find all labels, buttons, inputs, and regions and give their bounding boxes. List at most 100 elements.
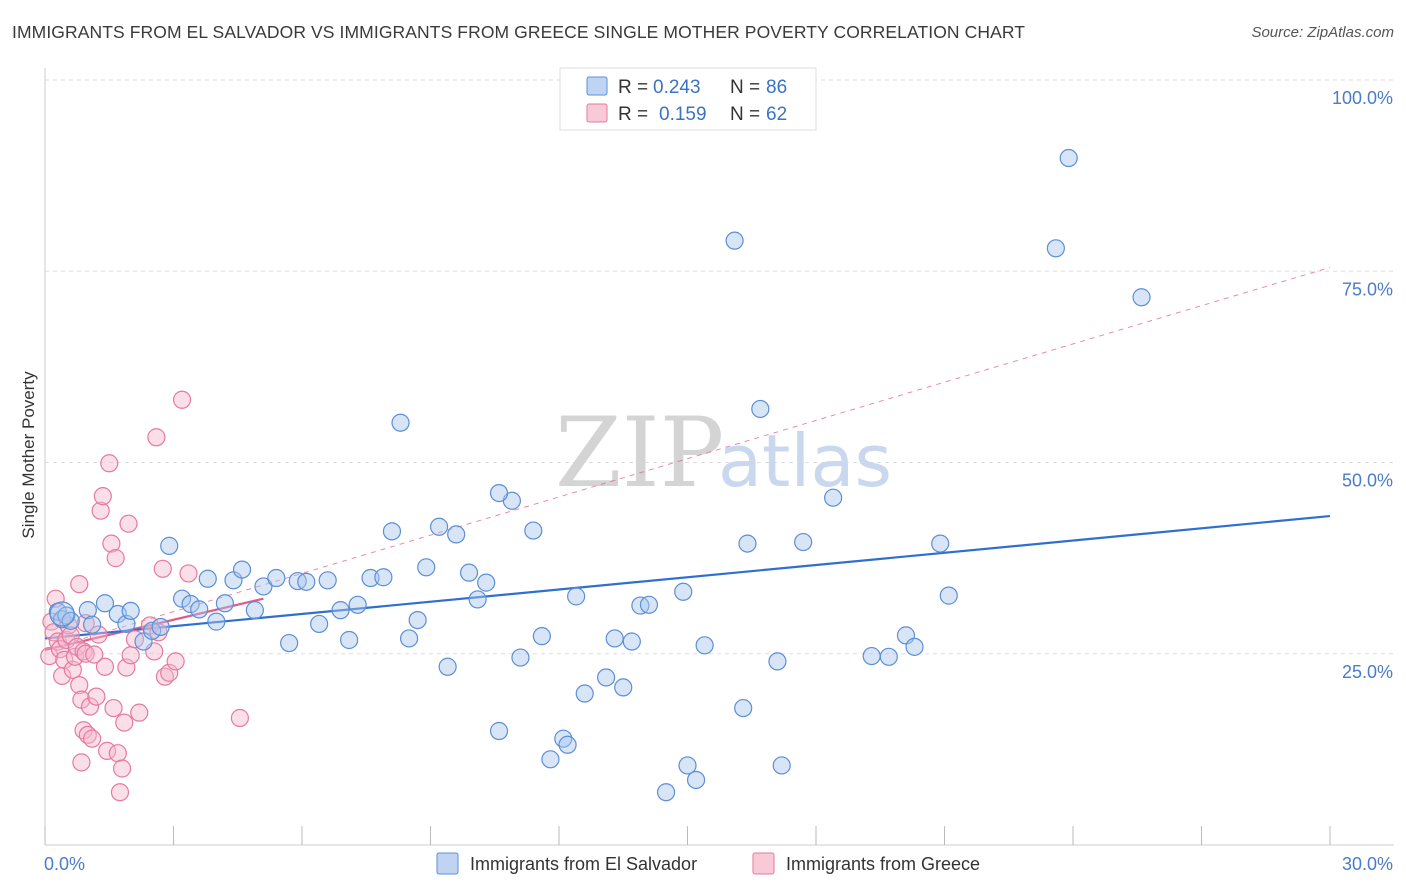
data-point-el-salvador (151, 617, 170, 637)
watermark-atlas: atlas (718, 419, 892, 503)
data-point-el-salvador (429, 517, 449, 536)
data-point-el-salvador (1132, 288, 1151, 307)
data-point-el-salvador (939, 586, 958, 605)
data-point-el-salvador (160, 536, 179, 555)
data-point-el-salvador (575, 684, 594, 703)
data-point-el-salvador (905, 637, 924, 656)
data-point-greece (104, 698, 123, 718)
data-point-greece (89, 625, 108, 644)
y-tick-label: 25.0% (1342, 662, 1393, 682)
x-tick-label: 30.0% (1342, 854, 1393, 874)
series-legend: Immigrants from El Salvador Immigrants f… (436, 852, 980, 875)
trend-line-greece (44, 597, 264, 651)
watermark-zip: ZIP (555, 397, 724, 509)
data-point-el-salvador (656, 783, 676, 802)
data-point-greece (108, 744, 127, 763)
data-point-el-salvador (447, 525, 466, 544)
data-point-el-salvador (399, 629, 419, 648)
data-point-el-salvador (459, 563, 479, 582)
data-point-greece (98, 741, 117, 761)
data-point-el-salvador (190, 600, 209, 619)
data-point-el-salvador (824, 488, 843, 507)
data-point-el-salvador (1059, 148, 1078, 168)
data-point-el-salvador (417, 558, 436, 577)
data-point-el-salvador (142, 621, 162, 640)
data-point-greece (53, 666, 72, 686)
data-point-greece (80, 697, 100, 716)
data-point-el-salvador (198, 569, 217, 588)
data-point-el-salvador (695, 636, 714, 655)
data-point-el-salvador (597, 668, 616, 687)
data-point-el-salvador (686, 770, 706, 790)
data-point-el-salvador (280, 633, 299, 653)
data-point-el-salvador (331, 601, 350, 620)
data-point-el-salvador (78, 601, 97, 620)
legend-swatch-greece (586, 103, 608, 123)
data-point-greece (61, 626, 80, 645)
data-point-el-salvador (340, 630, 359, 650)
data-point-el-salvador (622, 632, 641, 651)
data-point-el-salvador (674, 582, 693, 601)
data-point-greece (119, 514, 138, 533)
legend-r-label-2: R = (618, 104, 648, 125)
data-point-el-salvador (532, 627, 551, 646)
data-point-greece (160, 663, 179, 682)
data-point-greece (91, 501, 110, 520)
data-point-el-salvador (862, 646, 881, 666)
data-point-greece (87, 687, 106, 706)
data-point-greece (74, 642, 93, 661)
legend-r-value-1: 0.243 (653, 77, 701, 98)
data-point-greece (121, 646, 140, 665)
data-point-greece (102, 534, 121, 553)
data-point-el-salvador (348, 595, 367, 614)
data-point-el-salvador (639, 595, 659, 614)
data-point-el-salvador (374, 568, 393, 587)
legend-n-value-1: 86 (766, 77, 787, 98)
data-point-greece (70, 676, 89, 695)
data-point-el-salvador (489, 721, 509, 741)
data-point-greece (230, 708, 249, 728)
data-point-el-salvador (605, 629, 624, 648)
data-point-el-salvador (725, 231, 744, 250)
bottom-legend-label-greece: Immigrants from Greece (786, 854, 980, 874)
data-point-el-salvador (734, 698, 753, 718)
bottom-legend-label-el-salvador: Immigrants from El Salvador (470, 854, 697, 874)
y-tick-label: 100.0% (1332, 88, 1393, 108)
legend-r-label-1: R = (618, 77, 648, 98)
bottom-legend-swatch-greece (752, 852, 775, 875)
legend-n-label-2: N = (730, 104, 760, 125)
data-point-el-salvador (438, 657, 457, 676)
data-point-greece (179, 564, 198, 583)
data-point-el-salvador (751, 399, 770, 419)
data-point-el-salvador (738, 534, 757, 553)
data-point-el-salvador (558, 735, 577, 754)
trend-line-greece-extended (44, 266, 1331, 651)
x-tick-label: 0.0% (44, 854, 85, 874)
data-point-greece (106, 549, 125, 568)
y-tick-labels: 25.0% 50.0% 75.0% 100.0% (1332, 88, 1393, 682)
data-point-el-salvador (361, 568, 380, 588)
data-point-el-salvador (524, 521, 543, 540)
chart-title: IMMIGRANTS FROM EL SALVADOR VS IMMIGRANT… (12, 22, 1026, 42)
data-point-el-salvador (768, 652, 787, 671)
data-point-greece (93, 487, 112, 506)
data-point-el-salvador (772, 756, 791, 775)
data-point-el-salvador (541, 750, 560, 769)
y-tick-label: 75.0% (1342, 279, 1393, 299)
data-point-el-salvador (614, 678, 633, 697)
data-point-greece (172, 390, 192, 409)
data-point-el-salvador (207, 612, 226, 631)
data-point-greece (95, 657, 115, 676)
data-point-el-salvador (267, 568, 286, 588)
data-point-el-salvador (310, 614, 329, 634)
data-point-el-salvador (232, 560, 252, 579)
data-point-el-salvador (408, 610, 427, 630)
x-tick-labels: 0.0% 30.0% (44, 854, 1393, 874)
data-point-el-salvador (245, 601, 264, 620)
y-tick-label: 50.0% (1342, 471, 1393, 491)
data-point-greece (85, 645, 104, 664)
data-point-el-salvador (489, 484, 509, 503)
data-point-el-salvador (215, 594, 234, 613)
data-point-greece (72, 753, 91, 772)
